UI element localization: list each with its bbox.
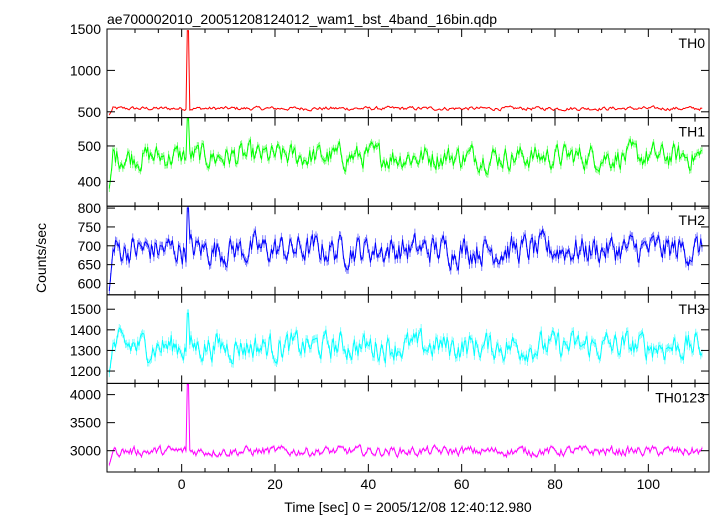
panel-label: TH1 <box>679 124 706 140</box>
chart-title: ae700002010_20051208124012_wam1_bst_4ban… <box>107 11 497 27</box>
panel-th0: 500 1000 1500 TH0 <box>70 21 710 120</box>
y-tick-label: 1200 <box>70 363 101 379</box>
error-bars-th1 <box>108 117 703 192</box>
series-line-th1 <box>108 117 703 189</box>
x-tick-label: 40 <box>361 476 377 492</box>
y-tick-label: 600 <box>78 275 102 291</box>
panel-label: TH0123 <box>655 389 705 405</box>
y-tick-label: 500 <box>78 104 102 120</box>
error-bars-th0 <box>108 30 703 116</box>
y-axis-label: Counts/sec <box>33 223 49 293</box>
x-tick-label: 20 <box>267 476 283 492</box>
panel-label: TH2 <box>679 212 706 228</box>
series-line-th0123 <box>108 384 703 465</box>
y-tick-label: 1500 <box>70 21 101 37</box>
panel-th2: 600 650 700 750 800 TH2 <box>78 200 710 296</box>
series-line-th3 <box>108 312 703 374</box>
panel-frame <box>106 382 710 473</box>
series-line-th0 <box>108 30 703 115</box>
y-tick-label: 1300 <box>70 342 101 358</box>
x-tick-label: 100 <box>637 476 661 492</box>
y-tick-label: 1400 <box>70 322 101 338</box>
panel-th3: 1200 1300 1400 1500 TH3 <box>70 294 710 384</box>
y-tick-label: 650 <box>78 257 102 273</box>
y-tick-label: 500 <box>78 138 102 154</box>
x-tick-label: 0 <box>178 476 186 492</box>
x-tick-label: 80 <box>547 476 563 492</box>
x-axis-label: Time [sec] 0 = 2005/12/08 12:40:12.980 <box>284 499 532 515</box>
y-tick-label: 700 <box>78 238 102 254</box>
series-line-th2 <box>108 207 703 292</box>
y-tick-label: 1000 <box>70 62 101 78</box>
y-tick-label: 800 <box>78 200 102 216</box>
panel-th0123: 3000 3500 4000 TH0123 <box>70 382 710 473</box>
x-tick-label: 60 <box>454 476 470 492</box>
y-tick-label: 3000 <box>70 443 101 459</box>
panel-label: TH0 <box>679 35 706 51</box>
y-tick-label: 400 <box>78 173 102 189</box>
panel-th1: 400 500 TH1 <box>78 117 710 207</box>
panels: 50010001500TH0400500TH1600650700750800TH… <box>70 21 710 492</box>
y-tick-label: 750 <box>78 219 102 235</box>
panel-frame <box>106 28 710 119</box>
panel-label: TH3 <box>679 301 706 317</box>
y-tick-label: 4000 <box>70 387 101 403</box>
y-tick-label: 3500 <box>70 415 101 431</box>
y-tick-label: 1500 <box>70 301 101 317</box>
